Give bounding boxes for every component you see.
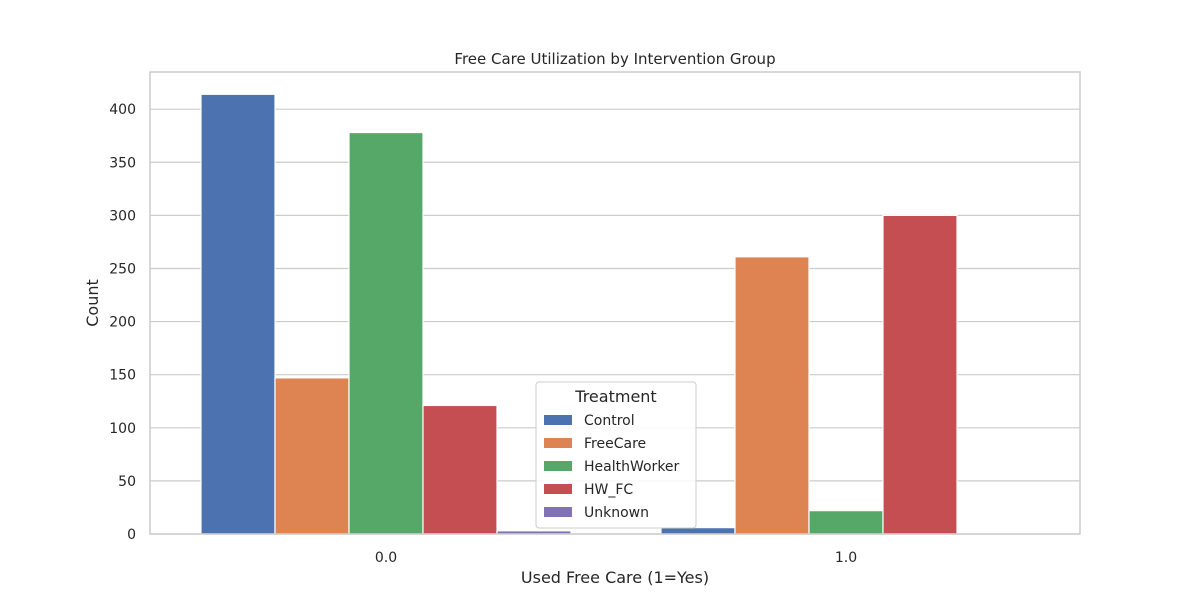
bar-hw-fc-0	[422, 404, 498, 535]
x-tick-label: 1.0	[835, 550, 857, 566]
bar-healthworker-1	[808, 510, 884, 535]
bar-freecare-1	[734, 256, 810, 535]
legend-box	[535, 381, 697, 529]
y-tick-label: 300	[109, 208, 136, 224]
chart-title: Free Care Utilization by Intervention Gr…	[454, 50, 775, 68]
legend-label: FreeCare	[584, 436, 646, 452]
bar-control-0	[200, 93, 276, 535]
y-tick-label: 100	[109, 421, 136, 437]
legend-label: Control	[584, 413, 635, 429]
legend-swatch	[544, 415, 572, 425]
legend-swatch	[544, 461, 572, 471]
legend-label: HW_FC	[584, 482, 633, 498]
y-axis-label: Count	[83, 279, 102, 327]
legend-entries: Control FreeCare HealthWorker HW_FC Unknown	[544, 413, 680, 521]
legend-swatch	[544, 438, 572, 448]
legend: Treatment Control FreeCare HealthWorker HW_…	[535, 381, 697, 529]
y-tick-label: 350	[109, 155, 136, 171]
bars-layer	[200, 93, 958, 535]
bar-healthworker-0	[348, 131, 424, 535]
x-axis-label: Used Free Care (1=Yes)	[521, 568, 709, 587]
bar-freecare-0	[274, 377, 350, 535]
y-tick-label: 400	[109, 102, 136, 118]
legend-label: HealthWorker	[584, 459, 680, 475]
legend-swatch	[544, 484, 572, 494]
y-tick-label: 50	[118, 474, 136, 490]
x-tick-labels: 0.0 1.0	[375, 550, 857, 566]
legend-title: Treatment	[574, 387, 656, 406]
y-tick-label: 0	[127, 527, 136, 543]
y-tick-label: 150	[109, 368, 136, 384]
x-tick-label: 0.0	[375, 550, 397, 566]
bar-hw-fc-1	[882, 214, 958, 535]
plot-frame	[149, 71, 1081, 535]
legend-label: Unknown	[584, 505, 649, 521]
bar-control-1	[660, 527, 736, 535]
y-tick-labels: 0 50 100 150 200 250 300 350 400	[109, 102, 136, 543]
y-tick-label: 250	[109, 261, 136, 277]
legend-swatch	[544, 507, 572, 517]
y-tick-label: 200	[109, 315, 136, 331]
